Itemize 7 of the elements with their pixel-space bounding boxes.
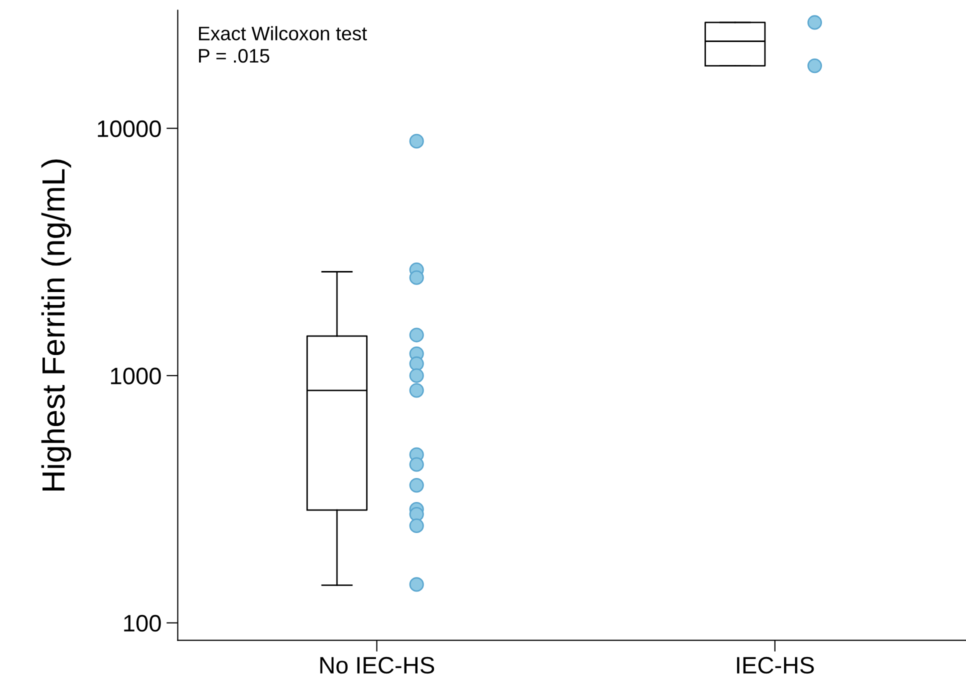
y-tick-label: 1000 xyxy=(111,368,161,384)
x-tick-label: No IEC-HS xyxy=(320,656,434,674)
y-axis-title: Highest Ferritin (ng/mL) xyxy=(41,160,72,490)
x-tick-label: IEC-HS xyxy=(737,656,814,674)
y-tick-label: 100 xyxy=(124,614,161,632)
annotation: Exact Wilcoxon test P = .015 xyxy=(199,26,367,63)
y-tick-label: 10000 xyxy=(98,120,161,138)
